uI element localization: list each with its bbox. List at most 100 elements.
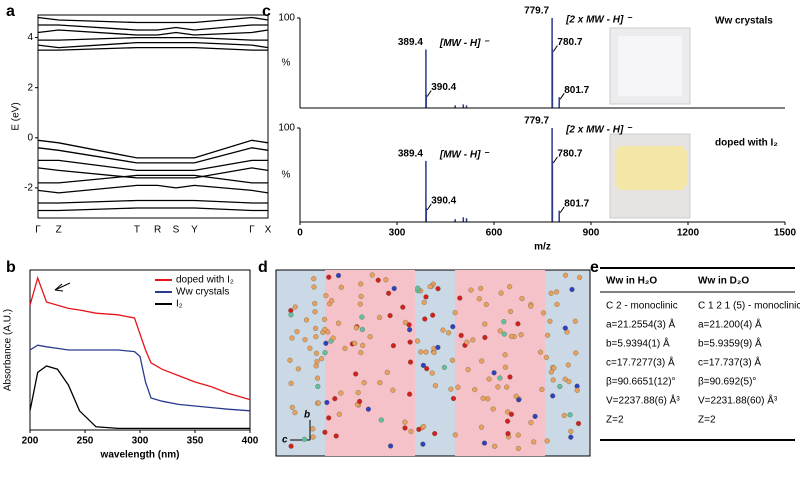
panel-label: a [6,3,15,20]
x-tick-label: 300 [132,436,149,447]
atom [357,301,363,307]
atom [338,284,344,290]
data-line [37,167,269,179]
atom [519,295,525,302]
atom [415,285,421,291]
annotation: [MW - H] ⁻ [439,150,490,161]
atom [508,411,514,417]
atom [338,390,344,396]
atom [478,285,484,291]
table-cell: Z=2 [698,415,716,426]
atom [352,340,358,346]
atom [342,345,348,351]
layer-stripe [325,270,415,456]
atom [543,354,549,360]
atom [553,289,560,295]
table-cell: b=5.9359(9) Å [698,337,762,350]
atom [310,434,316,440]
atom [353,371,359,377]
peak-label: 389.4 [398,149,423,160]
atom [407,339,413,345]
atom [505,431,511,437]
atom [452,432,458,438]
annotation: [2 x MW - H] ⁻ [565,125,633,136]
atom [505,409,511,415]
y-tick-label: 100 [278,123,295,134]
atom [432,383,438,389]
peak-label: 390.4 [431,196,456,207]
atom [288,380,294,386]
table-cell: a=21.2554(3) Å [606,318,676,331]
atom [491,370,497,376]
x-tick-label: 400 [242,436,259,447]
table-cell: c=17.7277(3) Å [606,356,675,369]
atom [303,317,310,323]
atom [390,387,396,393]
atom [515,432,521,438]
sample-photo-crystals [615,146,687,190]
atom [377,314,383,321]
atom [561,412,567,419]
atom [507,374,513,380]
arrow [54,282,71,291]
atom [502,352,508,358]
atom [470,337,476,343]
atom [505,418,511,424]
atom [359,314,365,320]
atom [540,310,547,316]
atom [431,349,437,356]
peak-label: 801.7 [564,198,589,209]
atom [289,404,295,410]
atom [458,332,464,338]
y-tick-label: 4 [27,32,33,43]
data-line [37,16,269,24]
atom [311,284,317,290]
atom [479,358,485,364]
atom [323,340,329,346]
peak-label-tick [553,45,558,52]
atom [358,350,364,356]
x-tick-label: 900 [583,228,600,239]
x-tick-label: Y [191,225,198,236]
atom [465,367,471,373]
annotation: [2 x MW - H] ⁻ [565,15,633,26]
atom [292,304,298,310]
y-axis-label: % [282,170,291,181]
atom [485,396,491,402]
atom [315,400,321,406]
atom [333,433,339,439]
atom [353,325,359,331]
atom [508,333,514,339]
atom [375,277,381,283]
x-tick-label: 0 [297,228,303,239]
atom [568,428,574,434]
table-header: Ww in D₂O [698,276,749,287]
atom [441,364,447,370]
axis-label: b [304,410,310,421]
atom [516,397,522,403]
atom [321,316,328,322]
atom [532,413,538,419]
sample-label: doped with I₂ [715,138,778,149]
peak-label: 779.7 [524,116,549,127]
x-tick-label: 200 [22,436,39,447]
x-axis-label: m/z [534,242,551,253]
data-line [38,207,268,212]
atom [312,309,318,315]
y-axis-label: E (eV) [11,102,22,130]
atom [420,362,426,368]
atom [387,313,393,319]
atom [427,284,433,290]
atom [495,384,501,390]
atom [550,377,556,383]
atom [481,440,488,446]
atom [414,338,421,344]
data-line [29,275,251,401]
atom [446,330,452,336]
atom [476,296,482,302]
peak-label: 779.7 [524,6,549,17]
x-tick-label: R [154,225,161,236]
y-tick-label: 2 [27,82,33,93]
atom [358,293,364,299]
atom [323,293,329,299]
